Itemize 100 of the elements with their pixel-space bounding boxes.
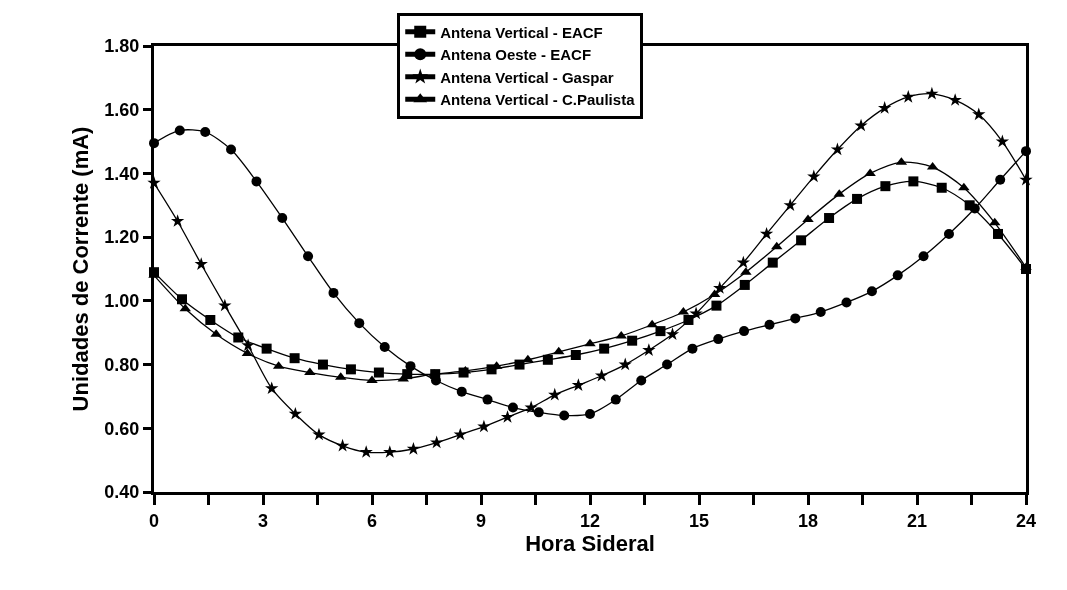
point (993, 228, 1004, 239)
point (646, 319, 658, 328)
y-tick-label: 0.60 (104, 418, 140, 439)
point (406, 441, 421, 455)
point (943, 228, 954, 239)
point (345, 364, 356, 375)
point (571, 378, 586, 391)
x-tick-label: 6 (366, 510, 378, 531)
point (288, 406, 302, 420)
point (251, 176, 262, 187)
point (200, 127, 211, 138)
point (205, 314, 216, 325)
legend-label: Antena Vertical - Gaspar (440, 68, 614, 86)
point (585, 408, 595, 419)
point (948, 93, 962, 106)
point (482, 394, 493, 405)
point (642, 343, 656, 356)
point (711, 300, 722, 311)
point (383, 445, 397, 458)
y-tick-label: 0.40 (104, 482, 140, 503)
point (304, 367, 316, 376)
point (995, 134, 1010, 148)
point (430, 435, 444, 449)
point (815, 307, 826, 318)
point (936, 182, 947, 193)
x-tick-label: 21 (906, 510, 928, 531)
point (174, 125, 185, 136)
point (359, 445, 373, 458)
point (627, 335, 638, 346)
point (533, 407, 544, 418)
point (610, 394, 621, 405)
y-tick-label: 1.80 (104, 36, 140, 57)
point (790, 313, 801, 324)
point (176, 294, 187, 305)
point (892, 270, 903, 281)
point (852, 193, 863, 204)
point (265, 381, 279, 395)
point (373, 367, 384, 378)
point (969, 203, 980, 214)
point (802, 214, 814, 223)
point (972, 107, 986, 121)
point (570, 350, 581, 361)
point (312, 427, 326, 441)
point (665, 327, 680, 340)
point (901, 89, 915, 103)
point (655, 326, 666, 337)
point (783, 198, 797, 211)
point (500, 410, 515, 423)
point (925, 86, 939, 100)
point (764, 319, 775, 330)
point (289, 353, 300, 364)
y-tick-label: 1.20 (104, 227, 140, 248)
point (908, 176, 919, 187)
x-tick-label: 9 (475, 510, 487, 531)
point (995, 174, 1006, 185)
point (767, 257, 778, 268)
point (736, 255, 750, 269)
point (796, 235, 807, 246)
point (866, 286, 877, 297)
point (453, 427, 467, 441)
x-tick-label: 12 (579, 510, 601, 531)
y-axis-title: Unidades de Corrente (mA) (68, 126, 94, 412)
point (830, 142, 845, 156)
point (354, 318, 365, 329)
y-tick-label: 1.60 (104, 100, 140, 121)
legend-label: Antena Vertical - C.Paulista (440, 91, 636, 109)
legend-label: Antena Oeste - EACF (440, 46, 592, 64)
x-axis-title: Hora Sideral (525, 530, 655, 556)
point (524, 400, 538, 414)
point (599, 343, 610, 354)
y-tick-label: 0.80 (104, 354, 140, 375)
point (689, 306, 703, 320)
point (739, 279, 750, 290)
x-tick-label: 24 (1015, 510, 1037, 531)
point (170, 214, 185, 227)
point (618, 357, 632, 371)
point (218, 298, 232, 312)
point (739, 326, 750, 337)
point (878, 101, 892, 114)
point (662, 359, 673, 370)
x-tick-label: 3 (257, 510, 269, 531)
point (194, 257, 208, 270)
x-tick-label: 15 (688, 510, 710, 531)
legend-label: Antena Vertical - EACF (440, 23, 603, 41)
point (880, 181, 891, 192)
point (759, 226, 774, 240)
point (958, 182, 970, 191)
point (636, 375, 647, 386)
point (456, 386, 467, 397)
point (687, 343, 698, 354)
point (277, 213, 288, 224)
point (379, 342, 390, 353)
point (328, 287, 339, 298)
point (507, 402, 518, 413)
point (226, 144, 237, 155)
x-tick-label: 0 (148, 510, 160, 531)
y-tick-label: 1.40 (104, 163, 140, 184)
point (824, 213, 835, 224)
point (713, 334, 724, 345)
y-tick-label: 1.00 (104, 291, 140, 312)
